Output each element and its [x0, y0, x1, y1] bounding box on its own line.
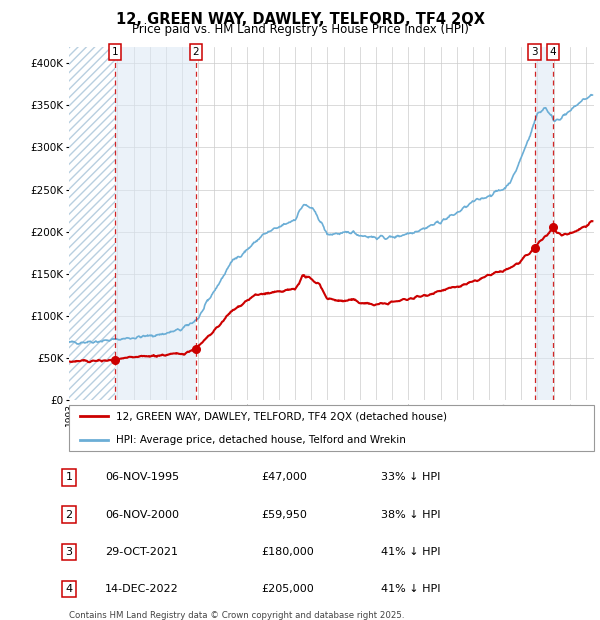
Text: 1: 1	[65, 472, 73, 482]
Text: 06-NOV-2000: 06-NOV-2000	[105, 510, 179, 520]
Text: 33% ↓ HPI: 33% ↓ HPI	[381, 472, 440, 482]
Text: 38% ↓ HPI: 38% ↓ HPI	[381, 510, 440, 520]
Text: 29-OCT-2021: 29-OCT-2021	[105, 547, 178, 557]
Text: 4: 4	[550, 47, 556, 58]
Text: £59,950: £59,950	[261, 510, 307, 520]
Text: £47,000: £47,000	[261, 472, 307, 482]
Text: 1: 1	[112, 47, 118, 58]
Text: Contains HM Land Registry data © Crown copyright and database right 2025.: Contains HM Land Registry data © Crown c…	[69, 611, 404, 620]
Text: 41% ↓ HPI: 41% ↓ HPI	[381, 547, 440, 557]
FancyBboxPatch shape	[69, 405, 594, 451]
Text: 2: 2	[193, 47, 199, 58]
Text: 12, GREEN WAY, DAWLEY, TELFORD, TF4 2QX (detached house): 12, GREEN WAY, DAWLEY, TELFORD, TF4 2QX …	[116, 412, 447, 422]
Text: 2: 2	[65, 510, 73, 520]
Text: 14-DEC-2022: 14-DEC-2022	[105, 584, 179, 594]
Text: 3: 3	[65, 547, 73, 557]
Text: £180,000: £180,000	[261, 547, 314, 557]
Bar	[535, 46, 553, 400]
Text: Price paid vs. HM Land Registry's House Price Index (HPI): Price paid vs. HM Land Registry's House …	[131, 23, 469, 36]
Text: 06-NOV-1995: 06-NOV-1995	[105, 472, 179, 482]
Text: £205,000: £205,000	[261, 584, 314, 594]
Text: 3: 3	[532, 47, 538, 58]
Text: 4: 4	[65, 584, 73, 594]
Text: 12, GREEN WAY, DAWLEY, TELFORD, TF4 2QX: 12, GREEN WAY, DAWLEY, TELFORD, TF4 2QX	[115, 12, 485, 27]
Text: 41% ↓ HPI: 41% ↓ HPI	[381, 584, 440, 594]
Bar	[69, 46, 115, 400]
Text: HPI: Average price, detached house, Telford and Wrekin: HPI: Average price, detached house, Telf…	[116, 435, 406, 445]
Bar	[115, 46, 196, 400]
